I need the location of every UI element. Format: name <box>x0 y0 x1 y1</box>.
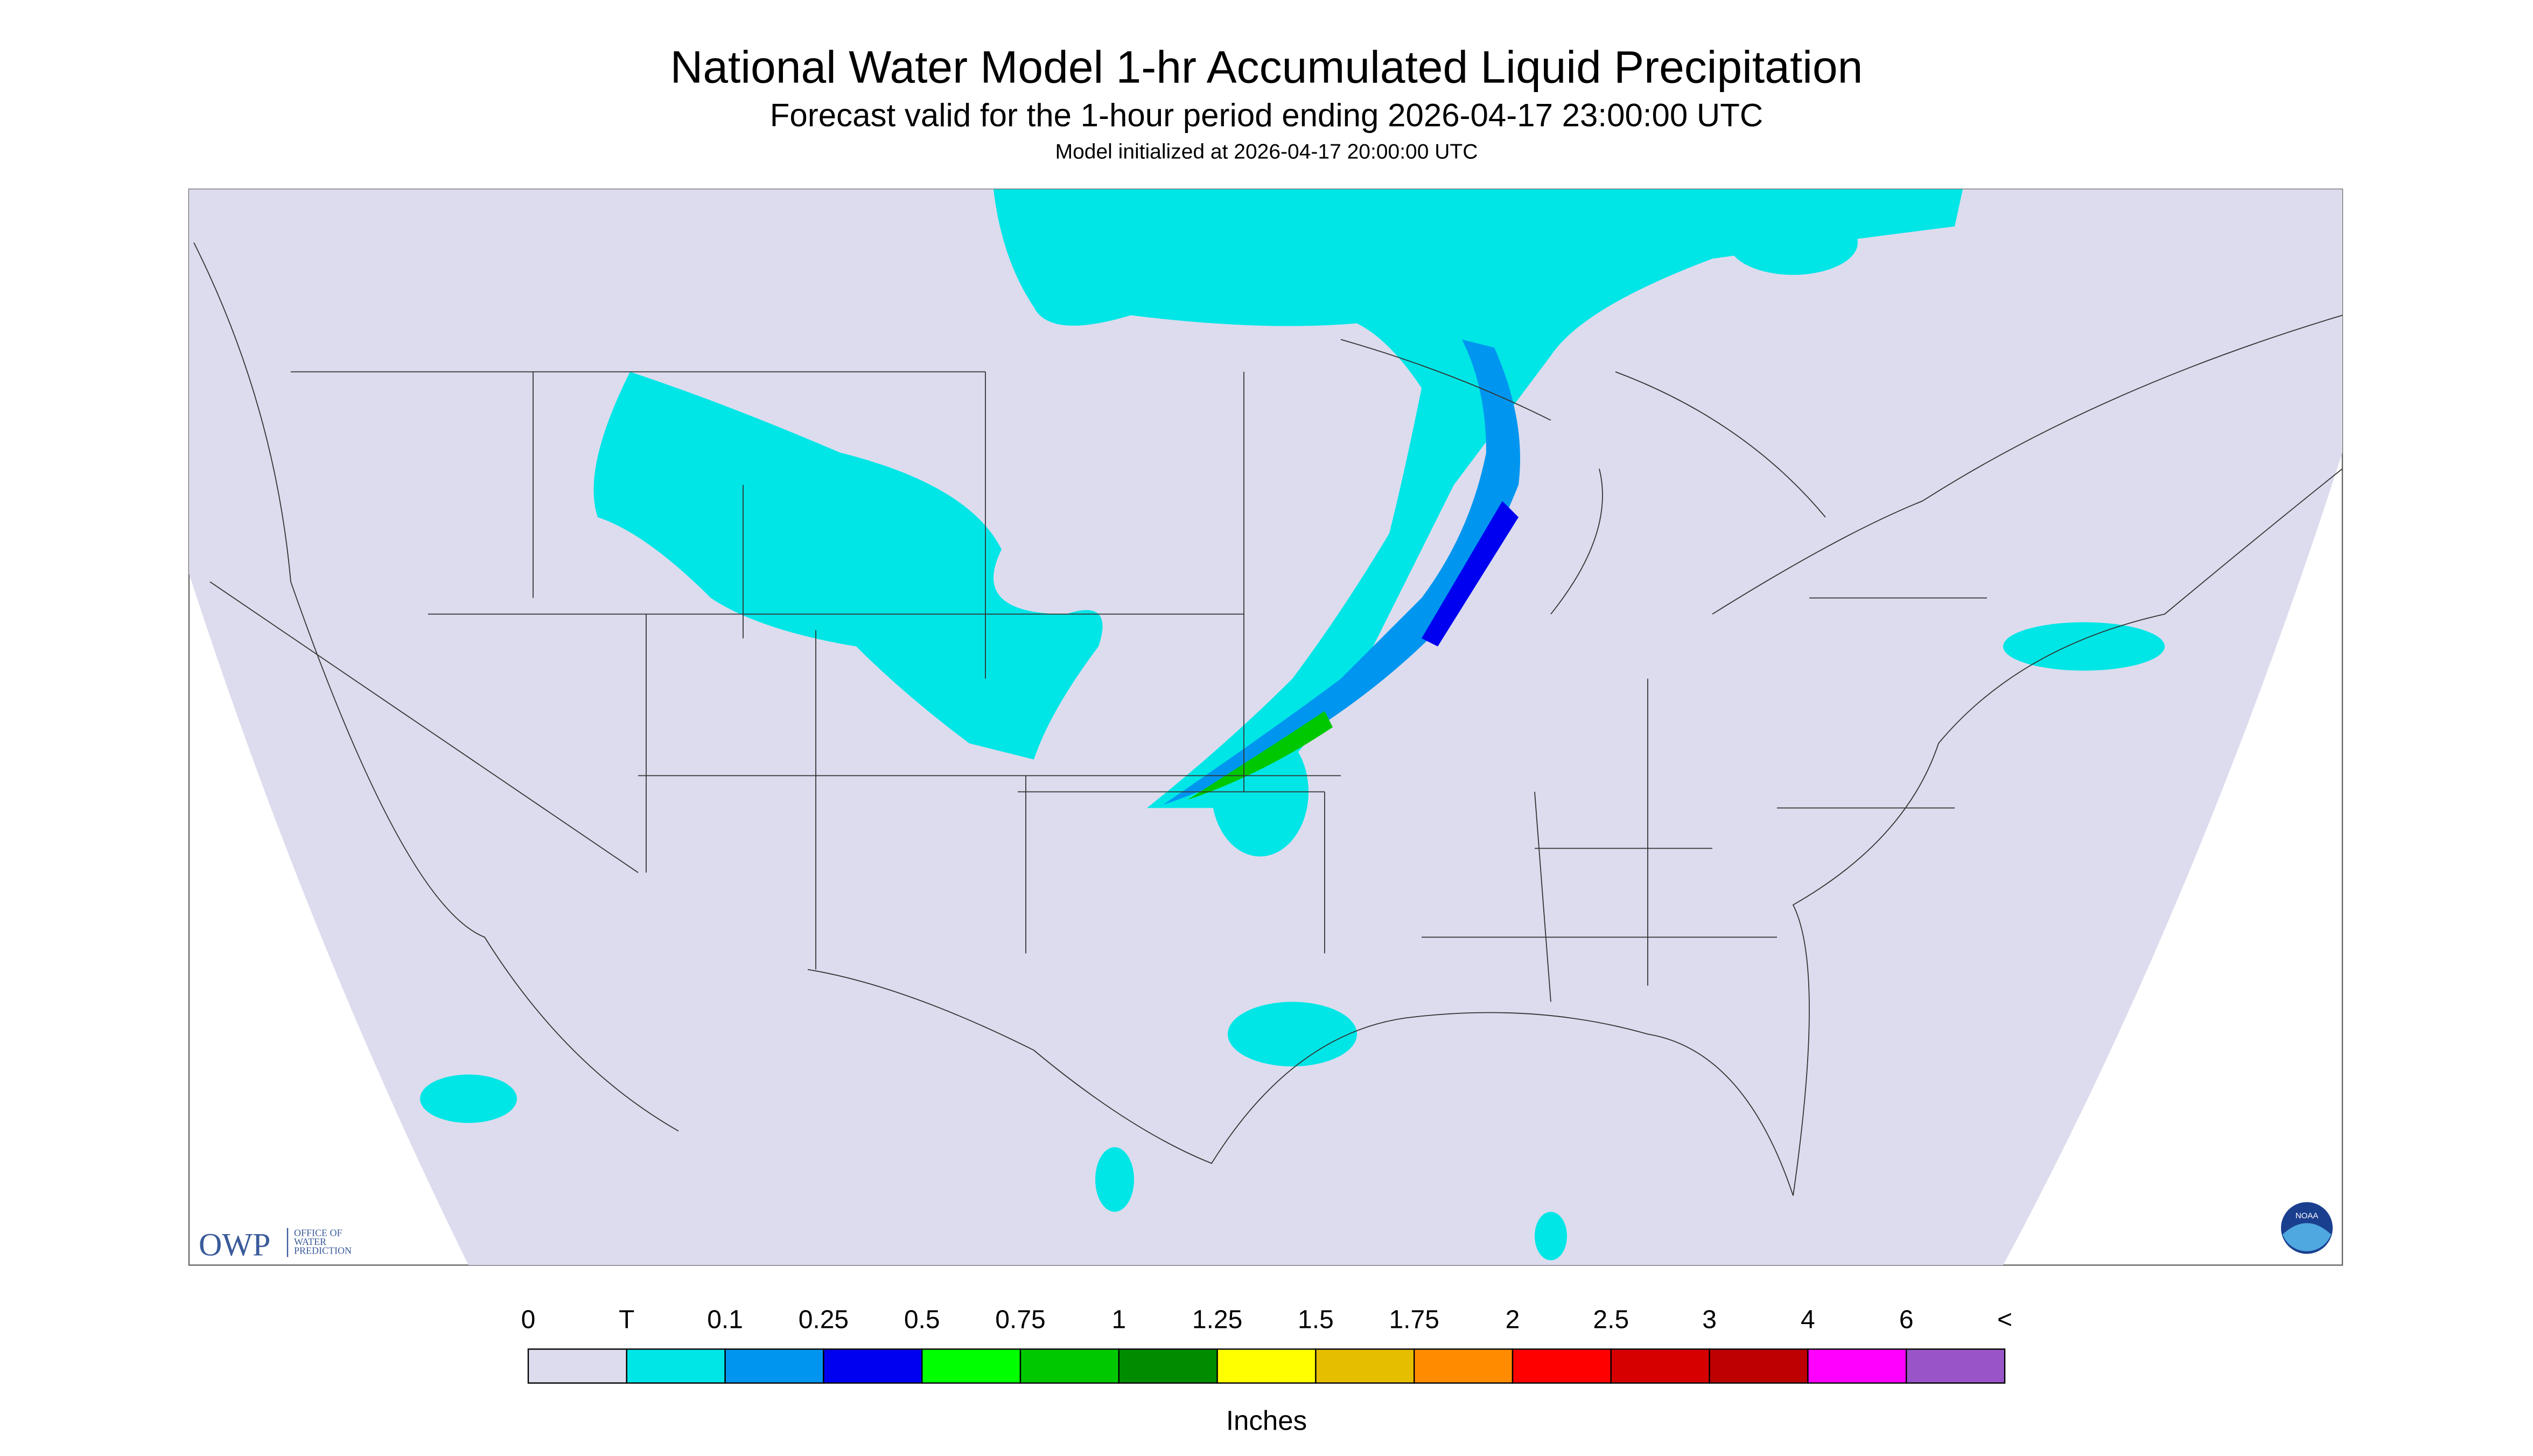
legend-swatch <box>1216 1348 1317 1384</box>
legend-swatch <box>1019 1348 1120 1384</box>
legend-label: T <box>619 1306 634 1334</box>
legend-label: 3 <box>1702 1306 1717 1334</box>
heavy-precip <box>1163 339 1520 805</box>
legend-label: 0.5 <box>904 1306 940 1334</box>
legend-swatch <box>1610 1348 1710 1384</box>
legend-label: 0.1 <box>707 1306 743 1334</box>
owp-logo: OWP <box>199 1227 270 1263</box>
legend-label: 1.75 <box>1389 1306 1439 1334</box>
noaa-wave <box>2283 1223 2331 1251</box>
legend-swatch <box>1315 1348 1415 1384</box>
legend-swatch <box>921 1348 1021 1384</box>
legend-swatch <box>1905 1348 2006 1384</box>
legend-swatch <box>823 1348 923 1384</box>
noaa-text: NOAA <box>2296 1212 2319 1221</box>
legend-swatch <box>1512 1348 1612 1384</box>
logo-line: WATER <box>294 1236 326 1247</box>
logo-line: OFFICE OF <box>294 1228 342 1238</box>
legend-swatch <box>527 1348 628 1384</box>
legend-unit: Inches <box>1226 1405 1307 1436</box>
legend-label: 0 <box>521 1306 536 1334</box>
subtitle: Forecast valid for the 1-hour period end… <box>770 97 1763 134</box>
legend-label: 4 <box>1801 1306 1815 1334</box>
legend-swatch <box>1807 1348 1907 1384</box>
legend-label: < <box>1997 1306 2012 1334</box>
legend-label: 2 <box>1506 1306 1520 1334</box>
legend-swatch <box>1118 1348 1218 1384</box>
legend-swatch <box>626 1348 726 1384</box>
legend-label: 1.5 <box>1298 1306 1334 1334</box>
state-borders <box>193 242 2343 1196</box>
legend-label: 6 <box>1899 1306 1914 1334</box>
logo-line: PREDICTION <box>294 1245 352 1256</box>
legend-swatch <box>1414 1348 1514 1384</box>
legend-label: 0.75 <box>995 1306 1045 1334</box>
color-legend: 0 T 0.1 0.25 0.5 0.75 1 1.25 1.5 1.75 2 2.5 3 4 6 < <box>521 1306 2012 1384</box>
init-time: Model initialized at 2026-04-17 20:00:00… <box>1055 141 1478 164</box>
legend-label: 1 <box>1111 1306 1126 1334</box>
title: National Water Model 1-hr Accumulated Li… <box>670 42 1863 93</box>
legend-swatch <box>724 1348 824 1384</box>
legend-swatch <box>1709 1348 1809 1384</box>
legend-label: 0.25 <box>799 1306 849 1334</box>
legend-label: 1.25 <box>1192 1306 1242 1334</box>
legend-label: 2.5 <box>1593 1306 1629 1334</box>
